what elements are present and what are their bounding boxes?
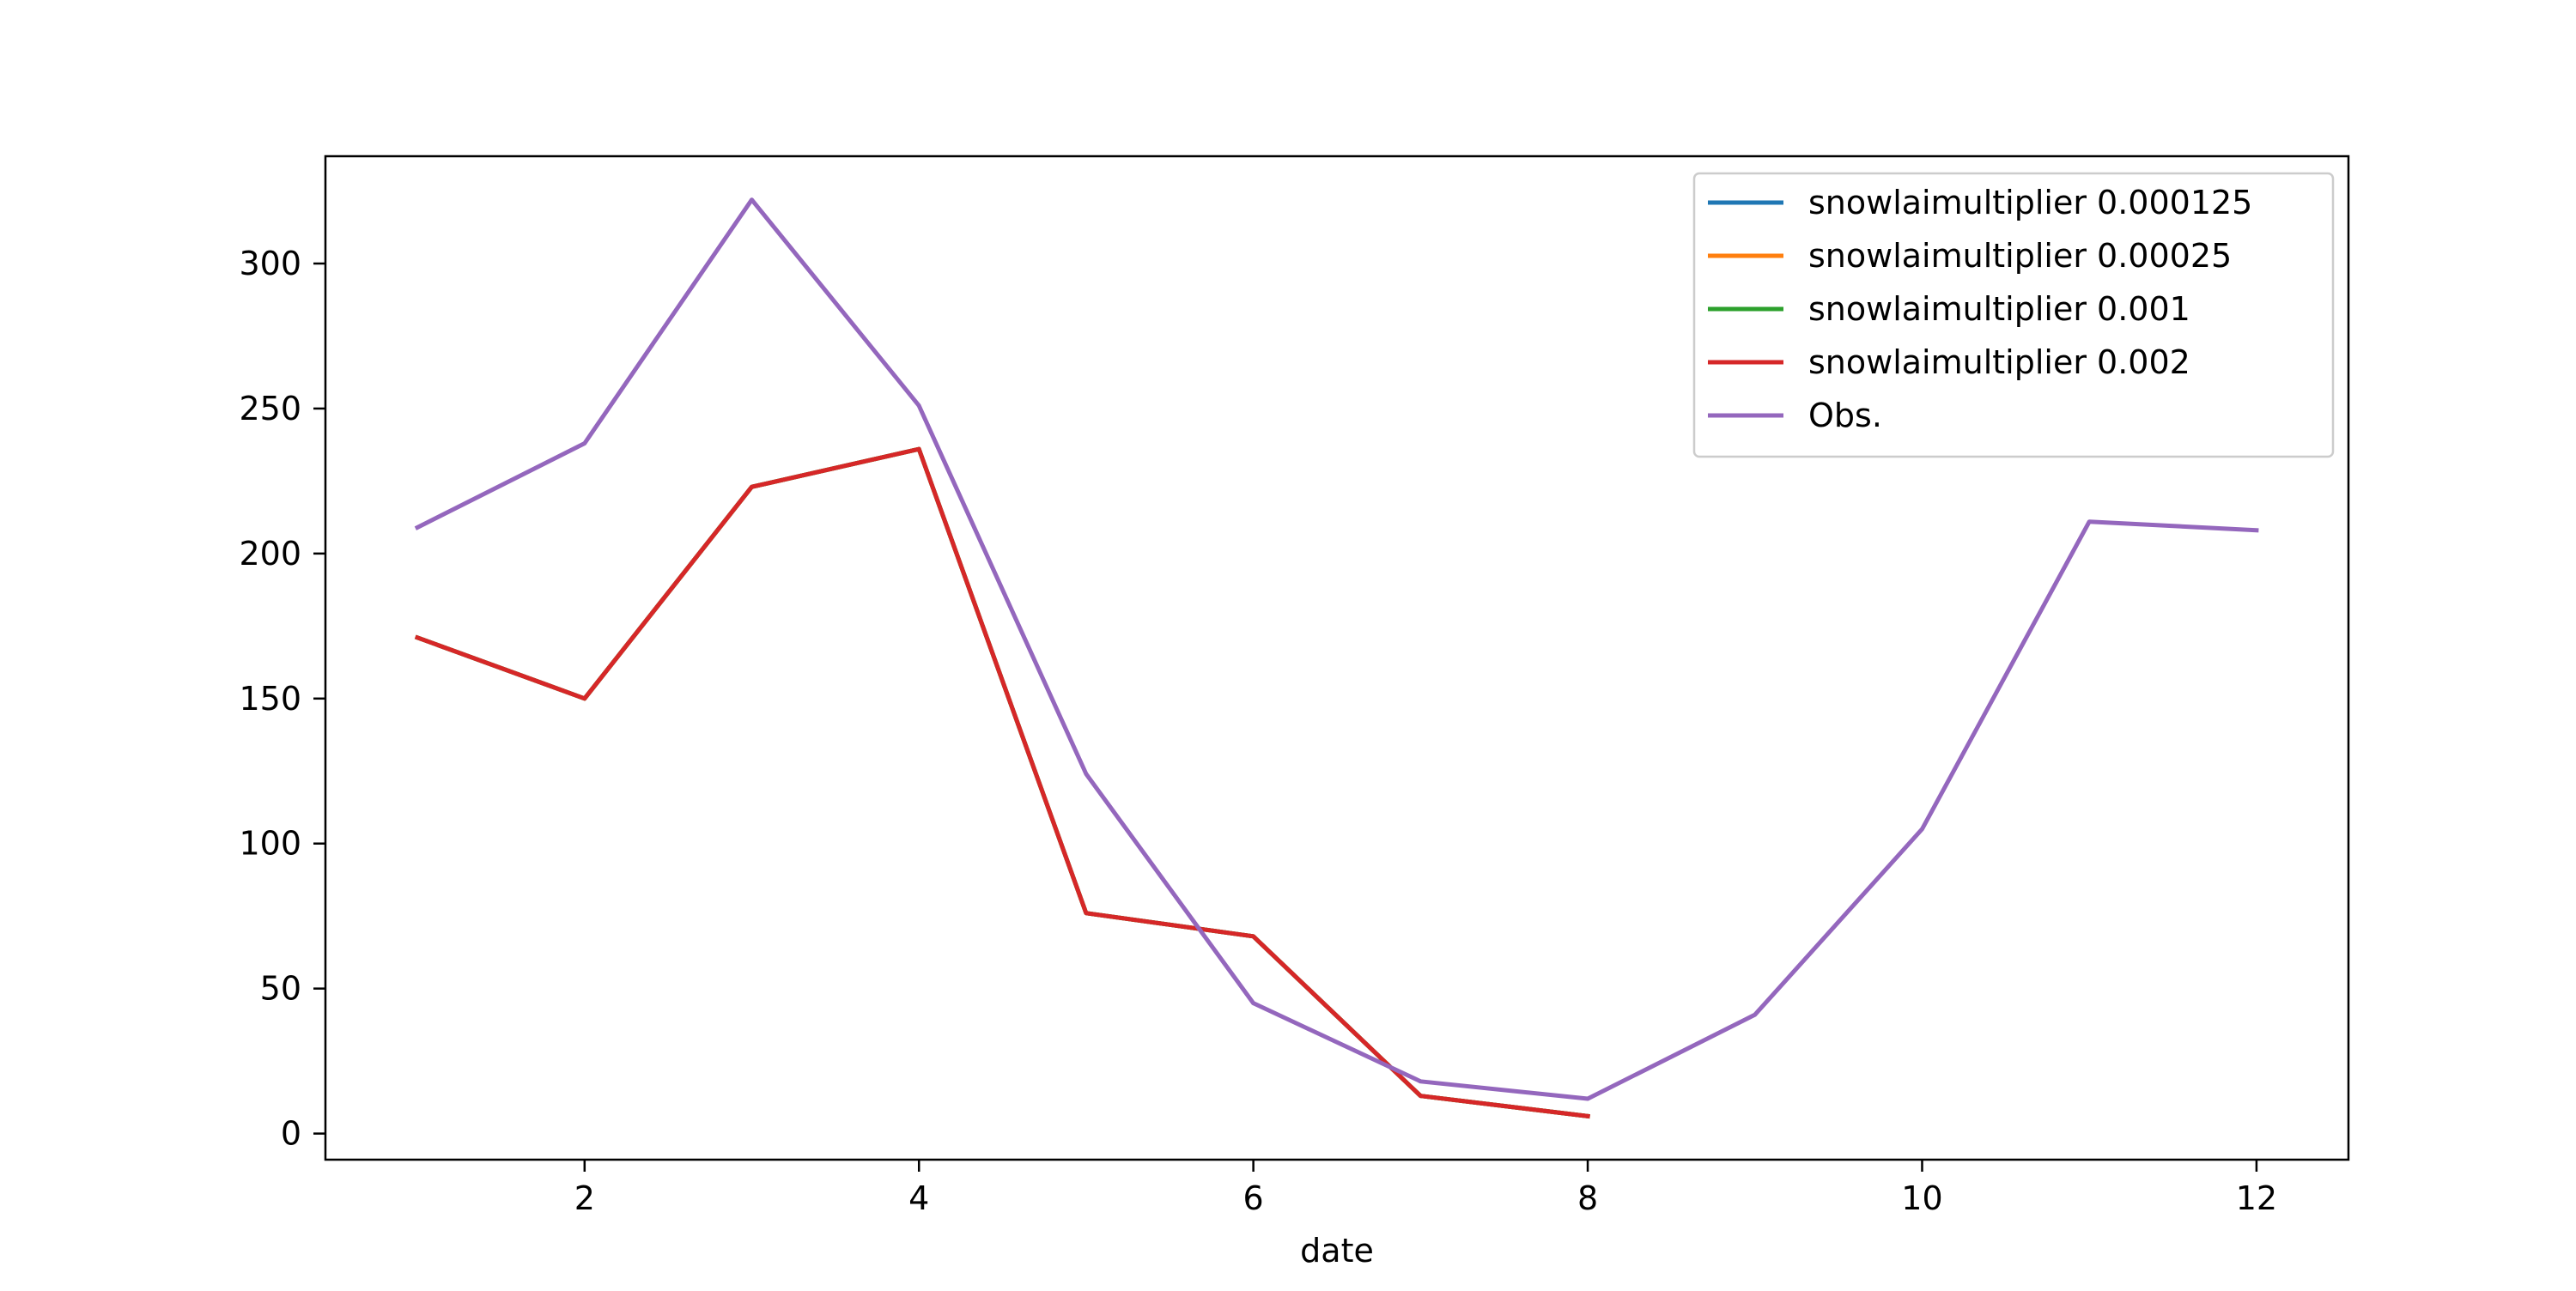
y-tick-label: 100	[239, 825, 301, 863]
legend-label-3: snowlaimultiplier 0.002	[1808, 343, 2190, 381]
legend-label-0: snowlaimultiplier 0.000125	[1808, 184, 2252, 221]
x-axis: 2 4 6 8 10 12	[574, 1160, 2277, 1217]
x-tick-label: 12	[2236, 1179, 2277, 1217]
y-tick-label: 0	[281, 1115, 301, 1153]
y-tick-label: 200	[239, 535, 301, 573]
x-tick-label: 8	[1577, 1179, 1598, 1217]
x-tick-label: 4	[908, 1179, 929, 1217]
y-tick-label: 50	[260, 970, 301, 1008]
x-tick-label: 2	[574, 1179, 595, 1217]
legend-label-1: snowlaimultiplier 0.00025	[1808, 237, 2232, 275]
legend-label-4: Obs.	[1808, 397, 1882, 434]
legend-label-2: snowlaimultiplier 0.001	[1808, 290, 2190, 328]
x-axis-label: date	[1300, 1232, 1374, 1270]
series-layer	[414, 197, 2259, 1119]
x-tick-label: 10	[1901, 1179, 1942, 1217]
series-line-4	[414, 197, 2259, 1101]
x-tick-label: 6	[1243, 1179, 1264, 1217]
y-tick-label: 250	[239, 390, 301, 427]
plot-frame	[324, 155, 2350, 1161]
y-axis: 0 50 100 150 200 250 300	[239, 245, 325, 1153]
y-tick-label: 300	[239, 245, 301, 282]
legend: snowlaimultiplier 0.000125 snowlaimultipl…	[1692, 172, 2335, 458]
y-tick-label: 150	[239, 680, 301, 718]
legend-box	[1692, 172, 2335, 458]
